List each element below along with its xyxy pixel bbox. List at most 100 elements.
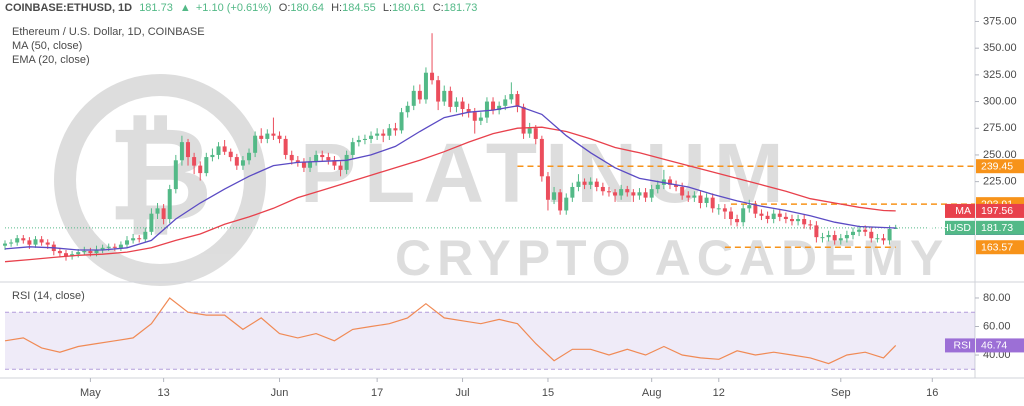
candle-body (515, 94, 520, 107)
candle-body (100, 247, 105, 250)
candle-body (265, 133, 270, 139)
candle-body (613, 192, 618, 196)
candle-body (253, 135, 258, 153)
candle-body (448, 90, 453, 107)
candle-body (552, 192, 557, 200)
candle-body (143, 231, 148, 240)
candle-body (521, 106, 526, 134)
open-value: 180.64 (290, 2, 324, 14)
candle-body (259, 135, 264, 139)
candle-body (39, 239, 44, 243)
x-tick-label: 15 (542, 387, 554, 399)
candle-body (399, 112, 404, 131)
candle-body (625, 189, 630, 193)
candle-body (338, 165, 343, 170)
candle-body (869, 231, 874, 239)
candle-body (442, 90, 447, 102)
candle-body (893, 227, 898, 229)
candle-body (405, 105, 410, 113)
y-tick-label: 80.00 (983, 292, 1011, 304)
candle-body (802, 219, 807, 225)
x-tick-label: Sep (831, 387, 851, 399)
tag-name: MA (955, 205, 971, 217)
candle-body (375, 133, 380, 136)
candle-body (460, 101, 465, 110)
candle-body (45, 242, 50, 245)
candle-body (735, 219, 740, 223)
candle-body (637, 192, 642, 196)
x-tick-label: 13 (157, 387, 169, 399)
close-label: C: (433, 2, 444, 14)
x-tick-label: 17 (371, 387, 383, 399)
candle-body (814, 225, 819, 238)
candle-body (125, 240, 130, 245)
candle-body (796, 219, 801, 222)
x-tick-label: Aug (642, 387, 662, 399)
y-tick-label: 275.00 (983, 122, 1017, 134)
candle-body (15, 238, 20, 243)
y-tick-label: 325.00 (983, 69, 1017, 81)
candle-body (722, 208, 727, 212)
candle-body (667, 179, 672, 185)
candle-body (106, 246, 111, 248)
candle-body (204, 157, 209, 174)
candle-body (875, 238, 880, 240)
watermark-logo-symbol: ₿ (107, 101, 213, 247)
candle-body (857, 229, 862, 232)
candle-body (64, 253, 69, 257)
candle-body (539, 138, 544, 177)
x-tick-label: 12 (713, 387, 725, 399)
watermark-text: CRYPTO ACADEMY (395, 230, 949, 286)
candle-body (179, 142, 184, 161)
candle-body (576, 181, 581, 187)
indicator-line (4, 105, 896, 251)
candle-body (863, 229, 868, 232)
candle-body (118, 244, 123, 248)
candle-body (137, 238, 142, 240)
candle-body (777, 213, 782, 217)
candle-body (362, 138, 367, 140)
candle-body (57, 251, 62, 254)
tag-name: ETHUSD (928, 222, 972, 234)
candle-body (112, 246, 117, 248)
candle-body (94, 249, 99, 254)
candle-body (173, 160, 178, 190)
price-tag-label: 197.56 (981, 205, 1013, 217)
candle-body (186, 142, 191, 158)
candle-body (149, 213, 154, 232)
candle-body (82, 251, 87, 253)
candle-body (491, 101, 496, 111)
candle-body (881, 238, 886, 241)
chart-title: Ethereum / U.S. Dollar, 1D, COINBASE (12, 26, 205, 38)
candle-body (759, 213, 764, 216)
price-tag (976, 240, 1024, 255)
candle-body (198, 165, 203, 174)
candle-body (832, 235, 837, 241)
tag-name-box (945, 338, 975, 353)
candle-body (332, 160, 337, 166)
price-tag-label: 239.45 (981, 160, 1013, 172)
x-tick-label: 16 (926, 387, 938, 399)
candle-body (588, 181, 593, 185)
watermark-logo (54, 74, 266, 286)
candle-body (643, 192, 648, 198)
candle-body (606, 191, 611, 193)
candle-body (741, 208, 746, 223)
candle-body (423, 72, 428, 100)
candle-body (686, 195, 691, 198)
candle-body (240, 160, 245, 166)
candle-body (167, 189, 172, 220)
x-tick-label: May (80, 387, 101, 399)
candle-body (387, 128, 392, 136)
candle-body (192, 157, 197, 166)
x-tick-label: Jun (271, 387, 289, 399)
y-tick-label: 300.00 (983, 95, 1017, 107)
rsi-line (4, 297, 897, 365)
candle-body (430, 72, 435, 81)
candle-body (271, 133, 276, 136)
candle-body (680, 186, 685, 196)
rsi-band (5, 312, 975, 370)
candle-body (497, 105, 502, 111)
candle-body (216, 146, 221, 155)
